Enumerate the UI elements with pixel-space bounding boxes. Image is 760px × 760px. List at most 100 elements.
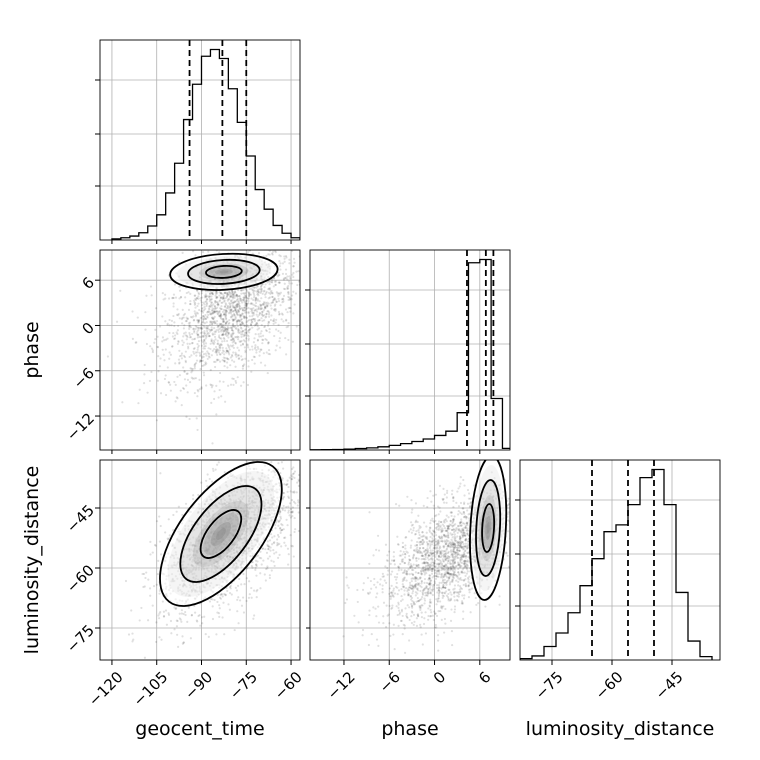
sample-point <box>269 438 271 440</box>
sample-point <box>229 312 232 315</box>
sample-point <box>203 322 207 325</box>
sample-point <box>170 632 173 635</box>
sample-point <box>279 244 281 246</box>
sample-point <box>420 586 423 589</box>
sample-point <box>176 329 179 332</box>
sample-point <box>214 345 218 349</box>
sample-point <box>419 551 423 554</box>
sample-point <box>251 321 254 324</box>
sample-point <box>222 332 225 335</box>
sample-point <box>189 315 193 319</box>
sample-point <box>182 313 185 317</box>
sample-point <box>252 617 255 620</box>
sample-point <box>244 294 248 297</box>
sample-point <box>279 291 283 294</box>
sample-point <box>460 587 463 590</box>
sample-point <box>317 496 319 498</box>
sample-point <box>243 292 246 295</box>
sample-point <box>443 527 447 530</box>
sample-point <box>220 395 223 398</box>
sample-point <box>234 307 237 310</box>
sample-point <box>175 619 178 622</box>
sample-point <box>200 386 203 389</box>
sample-point <box>178 317 181 320</box>
sample-point <box>218 345 221 348</box>
sample-point <box>232 318 235 322</box>
sample-point <box>234 365 237 368</box>
sample-point <box>205 298 209 301</box>
sample-point <box>426 550 429 553</box>
sample-point <box>205 327 208 330</box>
sample-point <box>260 454 262 456</box>
sample-point <box>258 442 260 444</box>
sample-point <box>268 253 271 256</box>
sample-point <box>278 337 281 340</box>
sample-point <box>169 353 173 356</box>
sample-point <box>289 516 293 519</box>
sample-point <box>412 549 416 552</box>
sample-point <box>240 321 244 324</box>
sample-point <box>221 297 224 301</box>
sample-point <box>430 561 433 564</box>
sample-point <box>212 469 215 472</box>
sample-point <box>283 255 286 258</box>
sample-point <box>267 322 270 325</box>
sample-point <box>422 562 425 565</box>
sample-point <box>425 587 428 590</box>
sample-point <box>209 312 212 315</box>
sample-point <box>218 349 221 352</box>
sample-point <box>203 326 206 329</box>
histogram-step <box>520 468 713 660</box>
sample-point <box>231 359 234 362</box>
sample-point <box>243 316 246 319</box>
sample-point <box>236 320 239 323</box>
sample-point <box>278 260 281 263</box>
sample-point <box>244 349 247 352</box>
sample-point <box>226 299 229 302</box>
sample-point <box>442 575 445 578</box>
sample-point <box>294 528 297 531</box>
sample-point <box>440 587 443 590</box>
sample-point <box>428 576 431 579</box>
sample-point <box>260 284 263 288</box>
sample-point <box>285 318 288 321</box>
sample-point <box>261 228 263 230</box>
sample-point <box>209 298 213 301</box>
sample-point <box>451 542 454 545</box>
sample-point <box>396 535 399 538</box>
sample-point <box>209 303 213 306</box>
sample-point <box>223 291 226 295</box>
sample-point <box>195 297 199 300</box>
sample-point <box>183 378 187 381</box>
sample-point <box>235 310 238 313</box>
sample-point <box>460 556 463 559</box>
sample-point <box>319 430 321 432</box>
sample-point <box>203 305 206 309</box>
sample-point <box>281 523 284 527</box>
sample-point <box>292 271 295 275</box>
sample-point <box>437 589 440 592</box>
sample-point <box>443 578 446 581</box>
sample-point <box>258 455 260 457</box>
sample-point <box>428 583 431 586</box>
sample-point <box>275 521 278 524</box>
sample-point <box>304 358 306 360</box>
sample-point <box>201 321 204 324</box>
sample-point <box>239 314 242 317</box>
sample-point <box>211 333 215 336</box>
sample-point <box>287 505 290 508</box>
sample-point <box>184 302 187 305</box>
sample-point <box>221 324 224 327</box>
sample-point <box>229 292 232 295</box>
sample-point <box>253 235 255 237</box>
sample-point <box>232 329 235 333</box>
sample-point <box>257 252 261 255</box>
sample-point <box>221 616 224 619</box>
sample-point <box>230 334 233 337</box>
sample-point <box>270 314 273 317</box>
sample-point <box>245 308 248 311</box>
sample-point <box>210 326 213 329</box>
sample-point <box>243 309 247 312</box>
sample-point <box>252 318 255 321</box>
sample-point <box>257 307 260 310</box>
